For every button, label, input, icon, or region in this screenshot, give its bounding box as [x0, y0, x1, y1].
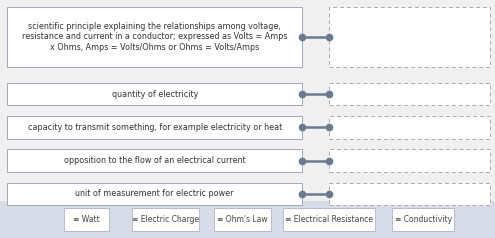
Text: ≡ Conductivity: ≡ Conductivity	[395, 215, 452, 224]
FancyBboxPatch shape	[7, 183, 302, 205]
Text: opposition to the flow of an electrical current: opposition to the flow of an electrical …	[64, 156, 246, 165]
FancyBboxPatch shape	[0, 201, 495, 238]
FancyBboxPatch shape	[7, 83, 302, 105]
FancyBboxPatch shape	[7, 6, 302, 67]
FancyBboxPatch shape	[329, 83, 490, 105]
FancyBboxPatch shape	[329, 149, 490, 172]
FancyBboxPatch shape	[133, 208, 199, 231]
Text: ≡ Electric Charge: ≡ Electric Charge	[132, 215, 199, 224]
Text: capacity to transmit something, for example electricity or heat: capacity to transmit something, for exam…	[28, 123, 282, 132]
FancyBboxPatch shape	[0, 0, 495, 201]
Text: scientific principle explaining the relationships among voltage,
resistance and : scientific principle explaining the rela…	[22, 22, 288, 52]
FancyBboxPatch shape	[7, 149, 302, 172]
FancyBboxPatch shape	[329, 6, 490, 67]
FancyBboxPatch shape	[214, 208, 271, 231]
FancyBboxPatch shape	[64, 208, 109, 231]
Text: ≡ Ohm's Law: ≡ Ohm's Law	[217, 215, 268, 224]
FancyBboxPatch shape	[392, 208, 454, 231]
FancyBboxPatch shape	[329, 116, 490, 139]
Text: quantity of electricity: quantity of electricity	[111, 89, 198, 99]
Text: ≡ Watt: ≡ Watt	[73, 215, 100, 224]
FancyBboxPatch shape	[7, 116, 302, 139]
Text: ≡ Electrical Resistance: ≡ Electrical Resistance	[285, 215, 373, 224]
Text: unit of measurement for electric power: unit of measurement for electric power	[75, 189, 234, 198]
FancyBboxPatch shape	[329, 183, 490, 205]
FancyBboxPatch shape	[283, 208, 375, 231]
